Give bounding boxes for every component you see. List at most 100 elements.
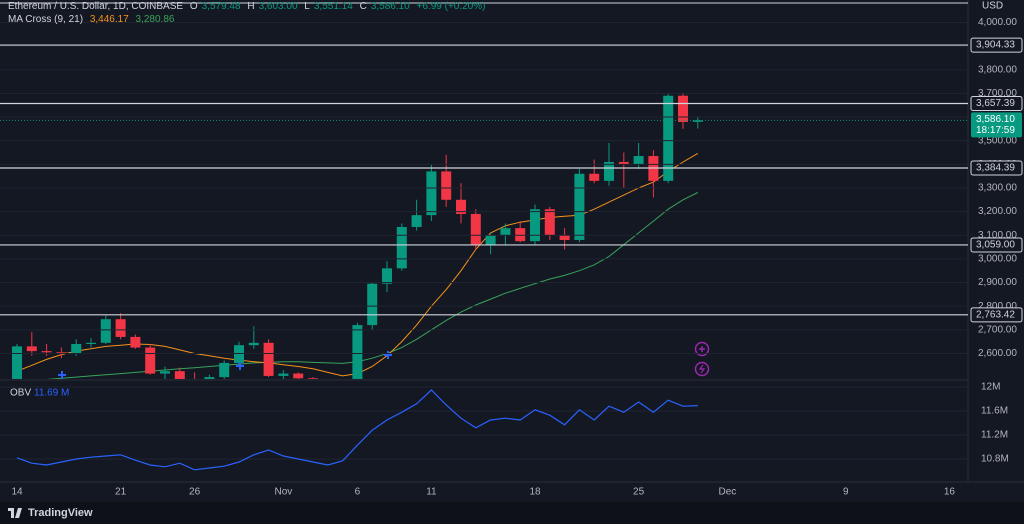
countdown: 18:17:59: [976, 125, 1015, 136]
candle-body: [633, 156, 644, 165]
level-label: 3,904.33: [976, 40, 1015, 51]
candle-body: [515, 228, 526, 242]
cross-signal: [58, 371, 66, 379]
candle-body: [470, 213, 481, 245]
x-tick-label: 25: [633, 487, 645, 498]
x-tick-label: 14: [11, 487, 23, 498]
level-label: 3,657.39: [976, 98, 1015, 109]
y-tick-label: 3,500.00: [978, 135, 1017, 146]
y-tick-label: 2,800.00: [978, 301, 1017, 312]
y-tick-label: 2,700.00: [978, 324, 1017, 335]
candle-body: [263, 342, 274, 376]
candle-body: [308, 378, 318, 379]
x-tick-label: 16: [944, 487, 956, 498]
ohlc-value: 3,603.00: [258, 1, 298, 12]
candle-body: [100, 319, 111, 343]
candle-body: [574, 173, 585, 240]
logo: [8, 508, 22, 518]
ohlc-key: L: [304, 1, 310, 12]
event-icon-plus: [699, 346, 705, 352]
candle-body: [530, 209, 540, 242]
ohlc-value: 3,586.10: [370, 1, 410, 12]
y-tick-label: 3,800.00: [978, 64, 1017, 75]
last-price-label: 3,586.10: [976, 114, 1015, 125]
obv-line: [16, 389, 698, 471]
indicator-name: MA Cross (9, 21): [8, 14, 84, 25]
candle-body: [426, 171, 437, 216]
candle-body: [663, 95, 674, 181]
candle-body: [441, 171, 452, 200]
candle-body: [678, 95, 688, 122]
x-tick-label: Nov: [275, 487, 293, 498]
candle-body: [204, 377, 215, 379]
candle-body: [618, 161, 629, 165]
candle-body: [485, 235, 496, 245]
x-tick-label: 9: [843, 487, 849, 498]
level-tag: [970, 160, 1023, 176]
x-tick-label: 11: [426, 487, 437, 498]
candle-body: [130, 336, 141, 348]
y-tick-label: 3,000.00: [978, 254, 1017, 265]
ohlc-key: O: [189, 1, 198, 12]
candle-body: [234, 345, 244, 363]
level-tag: [970, 307, 1023, 323]
y-tick-label: 11.6M: [981, 406, 1008, 417]
y-tick-label: 2,600.00: [978, 348, 1017, 359]
change: +6.99 (+0.20%): [416, 1, 486, 12]
level-tag: [970, 37, 1023, 53]
ohlc-key: H: [247, 1, 255, 12]
candle-body: [411, 215, 422, 227]
symbol-header: Ethereum / U.S. Dollar, 1D, COINBASE O 3,…: [8, 1, 489, 12]
indicator-header: MA Cross (9, 21) 3,446.17 3,280.86: [8, 14, 178, 25]
x-tick-label: 18: [529, 487, 541, 498]
candle-body: [352, 325, 363, 379]
candle-body: [278, 373, 289, 376]
indicator-value: 3,446.17: [89, 14, 129, 25]
candle-body: [692, 120, 703, 122]
y-tick-label: 3,100.00: [978, 230, 1017, 241]
candle-body: [544, 209, 555, 236]
x-tick-label: Dec: [719, 487, 737, 498]
candle-body: [71, 344, 82, 354]
x-tick-label: 21: [115, 487, 127, 498]
candle-body: [174, 371, 185, 379]
obv-title: OBV: [10, 388, 31, 399]
y-tick-label: 11.2M: [981, 430, 1008, 441]
y-tick-label: 3,300.00: [978, 183, 1017, 194]
level-label: 2,763.42: [976, 309, 1015, 320]
chart: USD OBV 11.69 M 2,600.00 2,700.00 2,800.00…: [0, 0, 1024, 498]
candle-body: [219, 362, 230, 378]
x-tick-label: 26: [189, 487, 201, 498]
candle-body: [382, 268, 392, 284]
level-tag: [970, 237, 1023, 253]
event-icon[interactable]: [694, 361, 710, 377]
symbol: Ethereum / U.S. Dollar, 1D, COINBASE: [8, 1, 184, 12]
candle-body: [456, 199, 466, 214]
level-label: 3,059.00: [976, 240, 1015, 251]
y-tick-label: 4,000.00: [978, 17, 1017, 28]
price-pane: [12, 93, 703, 400]
candle-body: [56, 352, 67, 354]
candle-body: [323, 391, 333, 400]
candle-body: [145, 347, 156, 374]
footer: TradingView: [0, 502, 1024, 524]
candle-body: [41, 351, 52, 353]
candle-body: [248, 342, 259, 346]
indicator-value: 3,280.86: [135, 14, 175, 25]
signal-icons: [58, 341, 710, 379]
obv-current: 11.69 M: [34, 388, 69, 399]
candle-body: [589, 173, 600, 181]
y-tick-label: 3,200.00: [978, 206, 1017, 217]
x-tick-label: 6: [355, 487, 361, 498]
candle-body: [12, 346, 22, 379]
y-tick-label: 10.8M: [981, 454, 1009, 465]
event-icon[interactable]: [694, 341, 710, 357]
candle-body: [500, 228, 511, 236]
candle-body: [293, 373, 304, 379]
brand[interactable]: TradingView: [28, 507, 93, 519]
ohlc-value: 3,579.48: [201, 1, 241, 12]
y-tick-label: 3,700.00: [978, 88, 1017, 99]
cross-signal: [384, 351, 392, 359]
last-price-tag: [971, 112, 1022, 138]
